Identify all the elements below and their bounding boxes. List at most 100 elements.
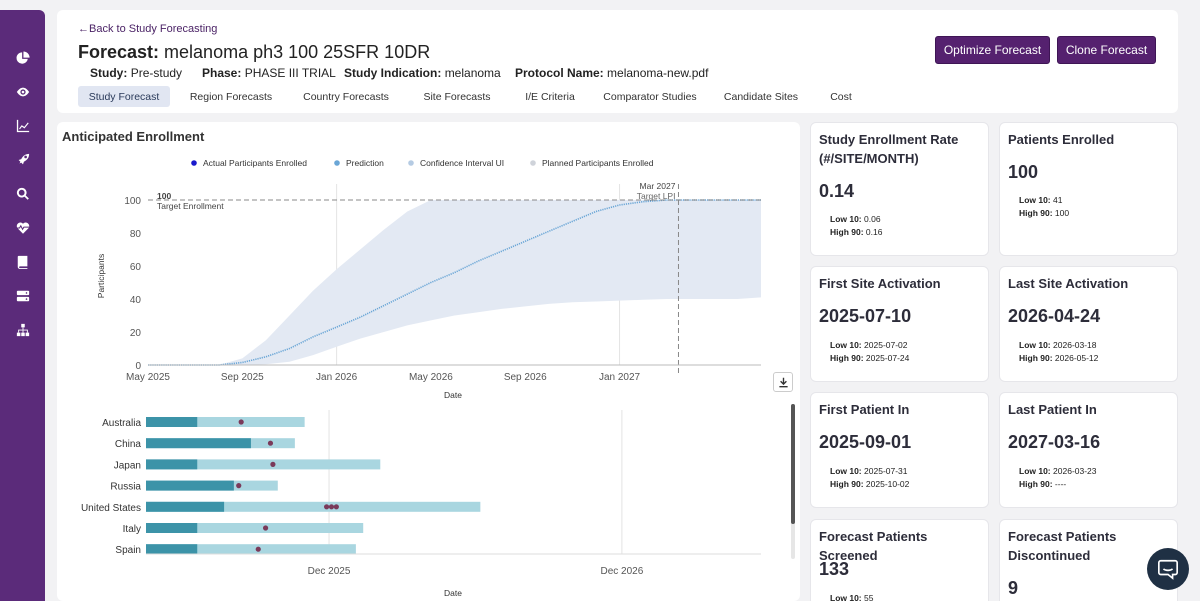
stat-patients-enrolled: Patients Enrolled 100 Low 10: 41 High 90… — [999, 122, 1178, 256]
stat-last-patient-in: Last Patient In 2027-03-16 Low 10: 2026-… — [999, 392, 1178, 508]
stat-value: 2025-07-10 — [819, 306, 912, 326]
stat-value: 133 — [819, 559, 850, 579]
activation-bar-dark — [146, 438, 251, 449]
y-tick-label: 60 — [130, 262, 142, 273]
lpi-date-label: Mar 2027 — [640, 181, 676, 191]
tab-study-forecast[interactable]: Study Forecast — [78, 86, 170, 107]
tab-cost[interactable]: Cost — [830, 90, 852, 103]
meta-indication: Study Indication: melanoma — [344, 66, 501, 80]
chat-icon — [1158, 559, 1178, 580]
stat-title: First Site Activation — [819, 276, 941, 291]
chart-title: Anticipated Enrollment — [62, 129, 205, 144]
stat-title: Forecast Patients Discontinued — [1008, 529, 1117, 563]
activation-bar-dark — [146, 501, 225, 512]
y-tick-label: 80 — [130, 229, 142, 240]
anticipated-enrollment-card: Anticipated Enrollment Actual Participan… — [57, 122, 800, 601]
activation-bar-light — [146, 501, 481, 512]
x-tick-label: Sep 2026 — [504, 372, 547, 383]
activation-bar-dark — [146, 417, 198, 427]
tab-ie-criteria[interactable]: I/E Criteria — [525, 90, 575, 103]
stat-first-site-activation: First Site Activation 2025-07-10 Low 10:… — [810, 266, 989, 382]
legend-label: Prediction — [346, 158, 384, 168]
enrollment-chart: Actual Participants Enrolled Prediction Co… — [81, 158, 761, 598]
x-tick-label: May 2026 — [409, 372, 453, 383]
stat-first-patient-in: First Patient In 2025-09-01 Low 10: 2025… — [810, 392, 989, 508]
timeline-x-axis-title: Date — [444, 588, 462, 598]
stat-value: 100 — [1008, 162, 1039, 182]
stat-last-site-activation: Last Site Activation 2026-04-24 Low 10: … — [999, 266, 1178, 382]
stat-high: High 90: 2026-05-12 — [1019, 353, 1099, 363]
stat-low: Low 10: 2025-07-31 — [830, 466, 908, 476]
patient-marker — [236, 483, 242, 489]
title-label: Forecast: — [78, 42, 160, 62]
activation-bar-light — [146, 417, 305, 427]
timeline-x-tick: Dec 2026 — [600, 566, 643, 577]
meta-study: Study: Pre-study — [90, 66, 183, 80]
clone-forecast-button[interactable]: Clone Forecast — [1057, 36, 1156, 64]
back-link[interactable]: ←Back to Study Forecasting — [78, 23, 218, 35]
stat-low: Low 10: 41 — [1019, 195, 1063, 205]
x-tick-label: May 2025 — [126, 372, 170, 383]
stat-title: Study Enrollment Rate (#/SITE/MONTH) — [819, 132, 959, 166]
legend-label: Confidence Interval UI — [420, 158, 504, 168]
eye-icon[interactable] — [13, 82, 33, 102]
rocket-icon[interactable] — [13, 150, 33, 170]
lpi-label: Target LPI — [637, 191, 676, 201]
stat-patients-screened: Forecast Patients Screened 133 Low 10: 5… — [810, 519, 989, 601]
y-tick-label: 40 — [130, 295, 142, 306]
stat-patients-discontinued: Forecast Patients Discontinued 9 — [999, 519, 1178, 601]
country-label: Australia — [102, 418, 141, 429]
tab-comparator-studies[interactable]: Comparator Studies — [603, 90, 697, 103]
prediction-line — [148, 199, 761, 366]
sidebar — [0, 10, 45, 601]
search-icon[interactable] — [13, 184, 33, 204]
scrollbar-thumb[interactable] — [791, 404, 795, 524]
line-chart-icon[interactable] — [13, 116, 33, 136]
country-label: United States — [81, 503, 141, 514]
chat-button[interactable] — [1147, 548, 1189, 590]
patient-marker — [238, 419, 244, 425]
target-value-label: 100 — [157, 191, 171, 201]
legend-marker — [408, 160, 414, 166]
stat-low: Low 10: 2026-03-23 — [1019, 466, 1097, 476]
legend-marker — [334, 160, 340, 166]
server-icon[interactable] — [13, 286, 33, 306]
legend-marker — [530, 160, 536, 166]
activation-bar-light — [146, 544, 356, 555]
tab-country-forecasts[interactable]: Country Forecasts — [303, 90, 389, 103]
stat-high: High 90: 2025-10-02 — [830, 479, 910, 489]
x-tick-label: Jan 2026 — [316, 372, 358, 383]
optimize-forecast-button[interactable]: Optimize Forecast — [935, 36, 1050, 64]
sitemap-icon[interactable] — [13, 320, 33, 340]
legend-marker — [191, 160, 197, 166]
x-tick-label: Jan 2027 — [599, 372, 641, 383]
stat-low: Low 10: 0.06 — [830, 214, 881, 224]
pie-chart-icon[interactable] — [13, 48, 33, 68]
book-icon[interactable] — [13, 252, 33, 272]
stat-high: High 90: 100 — [1019, 208, 1070, 218]
page-title: Forecast: melanoma ph3 100 25SFR 10DR — [78, 42, 430, 63]
stat-value: 2025-09-01 — [819, 432, 912, 452]
meta-phase: Phase: PHASE III TRIAL — [202, 66, 336, 80]
stat-title: First Patient In — [819, 402, 910, 417]
stat-value: 9 — [1008, 578, 1019, 598]
heartbeat-icon[interactable] — [13, 218, 33, 238]
stat-title: Patients Enrolled — [1008, 132, 1115, 147]
stat-low: Low 10: 2026-03-18 — [1019, 340, 1097, 350]
stat-low: Low 10: 2025-07-02 — [830, 340, 908, 350]
tab-site-forecasts[interactable]: Site Forecasts — [423, 90, 491, 103]
title-value: melanoma ph3 100 25SFR 10DR — [164, 42, 431, 62]
confidence-interval-band — [148, 200, 761, 365]
tab-region-forecasts[interactable]: Region Forecasts — [189, 90, 273, 103]
stat-low: Low 10: 55 — [830, 593, 874, 601]
download-button[interactable] — [773, 372, 793, 392]
patient-marker — [270, 461, 276, 467]
tab-candidate-sites[interactable]: Candidate Sites — [723, 90, 799, 103]
stat-high: High 90: 0.16 — [830, 227, 883, 237]
download-icon — [778, 377, 788, 387]
country-label: Russia — [110, 482, 141, 493]
timeline-x-tick: Dec 2025 — [308, 566, 351, 577]
stat-enrollment-rate: Study Enrollment Rate (#/SITE/MONTH) 0.1… — [810, 122, 989, 256]
stat-title: Last Site Activation — [1008, 276, 1129, 291]
patient-marker — [323, 504, 330, 510]
